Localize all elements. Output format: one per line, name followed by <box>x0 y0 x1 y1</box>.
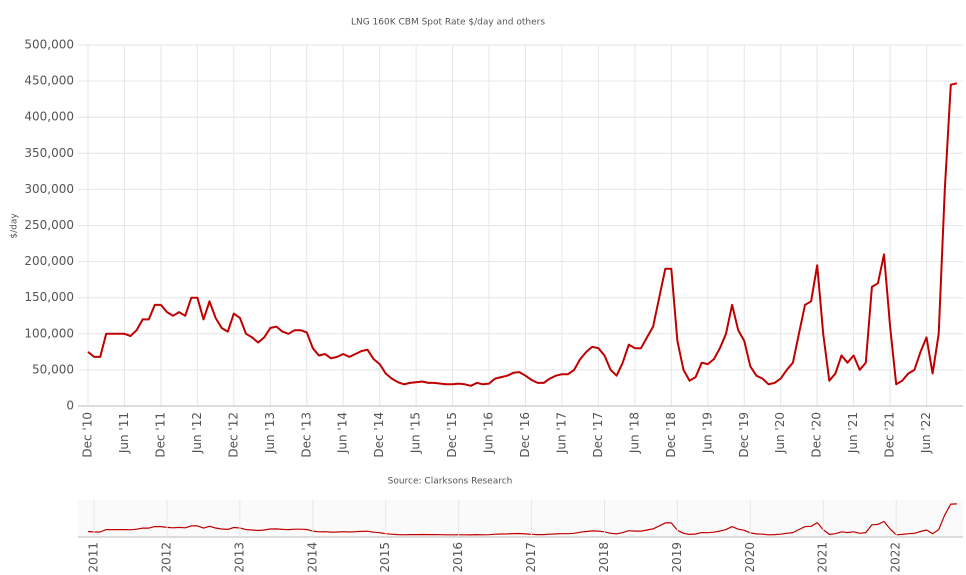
x-tick-label: Jun '21 <box>846 412 860 454</box>
x-tick-label: Dec '19 <box>737 412 751 458</box>
x-tick-label: Jun '13 <box>263 412 277 454</box>
y-tick-label: 500,000 <box>24 38 74 52</box>
navigator-tick-label: 2017 <box>524 542 538 573</box>
y-axis-label: $/day <box>10 213 20 239</box>
navigator-tick-label: 2020 <box>743 542 757 573</box>
x-tick-label: Dec '12 <box>226 412 240 458</box>
x-tick-label: Jun '15 <box>409 412 423 454</box>
x-tick-label: Jun '11 <box>117 412 131 454</box>
x-tick-label: Dec '17 <box>591 412 605 458</box>
navigator-line <box>87 503 957 536</box>
navigator-tick-label: 2014 <box>305 542 319 573</box>
x-tick-label: Dec '13 <box>299 412 313 458</box>
navigator-tick-label: 2022 <box>889 542 903 573</box>
x-tick-label: Jun '14 <box>336 412 350 454</box>
x-tick-label: Dec '11 <box>153 412 167 458</box>
y-tick-label: 300,000 <box>24 182 74 196</box>
x-tick-label: Dec '15 <box>445 412 459 458</box>
x-tick-label: Jun '22 <box>919 412 933 454</box>
source: Source: Clarksons Research <box>388 477 513 487</box>
navigator-tick-label: 2011 <box>87 542 101 573</box>
x-tick-label: Jun '20 <box>773 412 787 454</box>
y-tick-label: 0 <box>66 399 74 413</box>
navigator-tick-label: 2012 <box>159 542 173 573</box>
x-tick-label: Jun '12 <box>190 412 204 454</box>
chart-title: LNG 160K CBM Spot Rate $/day and others <box>351 18 545 28</box>
y-tick-label: 100,000 <box>24 326 74 340</box>
y-tick-label: 350,000 <box>24 146 74 160</box>
navigator-bg <box>78 500 963 537</box>
y-tick-label: 450,000 <box>24 74 74 88</box>
x-tick-label: Dec '21 <box>883 412 897 458</box>
series-line <box>87 82 958 387</box>
x-tick-label: Jun '16 <box>482 412 496 454</box>
x-tick-label: Dec '16 <box>518 412 532 458</box>
y-tick-label: 250,000 <box>24 218 74 232</box>
y-tick-label: 50,000 <box>32 362 74 376</box>
navigator-tick-label: 2016 <box>451 542 465 573</box>
x-tick-label: Jun '17 <box>554 412 568 454</box>
x-tick-label: Jun '19 <box>700 412 714 454</box>
navigator-tick-label: 2021 <box>816 542 830 573</box>
navigator-tick-label: 2018 <box>597 542 611 573</box>
navigator-tick-label: 2013 <box>232 542 246 573</box>
x-tick-label: Dec '14 <box>372 412 386 458</box>
y-tick-label: 150,000 <box>24 290 74 304</box>
navigator-tick-label: 2019 <box>670 542 684 573</box>
x-tick-label: Dec '18 <box>664 412 678 458</box>
y-tick-label: 200,000 <box>24 254 74 268</box>
x-tick-label: Dec '10 <box>81 412 95 458</box>
x-tick-label: Dec '20 <box>810 412 824 458</box>
x-tick-label: Jun '18 <box>627 412 641 454</box>
navigator-tick-label: 2015 <box>378 542 392 573</box>
y-tick-label: 400,000 <box>24 110 74 124</box>
